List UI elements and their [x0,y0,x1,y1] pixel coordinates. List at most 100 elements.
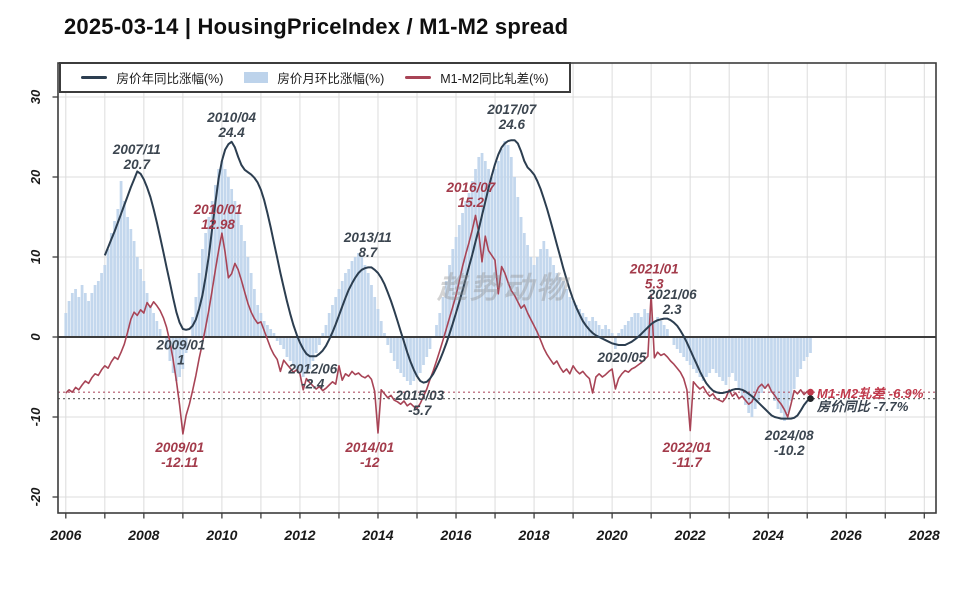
annotation: 2007/11 20.7 [112,142,161,172]
bar [620,329,624,337]
bar [106,249,110,337]
bar [487,169,490,337]
bar [292,337,295,365]
bar [714,337,718,373]
line-swatch-icon [405,76,432,79]
x-tick-label: 2012 [283,527,315,543]
legend-label: M1-M2同比轧差(%) [440,72,549,86]
y-tick-label: 30 [28,89,43,104]
bar [415,337,419,377]
bar [100,273,103,337]
bar [370,285,373,337]
bar [451,249,455,337]
bar [308,337,312,369]
bar [227,177,230,337]
bar [126,217,129,337]
bar [461,213,464,337]
legend-item-housing-mom: 房价月环比涨幅(%) [234,68,395,87]
x-tick-label: 2018 [517,527,549,543]
bar [493,169,497,337]
bar [83,293,87,337]
bar [640,317,643,337]
bar [142,281,146,337]
bar [116,209,120,337]
bar [425,337,429,357]
annotation: 2013/11 8.7 [343,230,392,260]
bar [809,337,812,353]
bar [327,313,331,337]
annotation: 2014/01 -12 [344,440,394,470]
bar [656,317,660,337]
bar [438,313,442,337]
bar [783,337,786,421]
bar [379,321,383,337]
annotation: 2010/01 12.98 [193,202,243,232]
legend-label: 房价月环比涨幅(%) [277,72,385,86]
bar [422,337,425,365]
bar [529,257,533,337]
bar [448,265,451,337]
bar [266,325,269,337]
bar [249,273,253,337]
bar [350,261,354,337]
annotation: 2021/06 2.3 [647,287,697,317]
bar [119,181,123,337]
bar [799,337,803,369]
bar [353,257,357,337]
axis-ticks: 2006 2008 2010 2012 2014 2016 2018 2020 2022 2024… [28,89,940,543]
bar [178,337,181,377]
bar [571,301,575,337]
bar [135,257,139,337]
bar [321,333,325,337]
bar [363,265,367,337]
bar [80,285,84,337]
bar [555,273,559,337]
bar [705,337,708,377]
bar [630,317,633,337]
bar [763,337,767,389]
bar [483,161,487,337]
bar [653,321,656,337]
bar [236,213,240,337]
bar [737,337,741,389]
bar [757,337,760,401]
annotations: 2007/11 20.7 2010/04 24.4 2010/01 12.98 2009/0… [112,102,814,470]
bar [435,325,438,337]
bar [314,337,318,353]
legend: 房价年同比涨幅(%) 房价月环比涨幅(%) M1-M2同比轧差(%) [59,62,571,93]
bar [373,297,377,337]
bar [731,337,734,373]
annotation: 2009/01 -12.11 [154,440,204,470]
x-tick-label: 2020 [596,527,628,543]
bar [568,297,572,337]
bar [805,337,809,357]
bar [718,337,721,377]
y-tick-label: 0 [28,333,43,341]
bar [454,237,458,337]
x-tick-label: 2014 [361,527,393,543]
bar [633,313,637,337]
bar [470,181,474,337]
bar [698,337,702,377]
bar [597,325,601,337]
bar [539,249,542,337]
bar [672,337,676,345]
bar [558,277,562,337]
bar [613,337,617,349]
bar [711,337,715,369]
bar [734,337,738,381]
bar [581,313,585,337]
bar [770,337,773,393]
bar [376,309,380,337]
bar [93,285,97,337]
bar [347,269,351,337]
watermark: 趋势动物 [436,272,571,305]
bar [526,245,529,337]
bar [503,141,507,337]
bar [90,293,94,337]
bar [659,321,663,337]
bar [158,329,162,337]
bar [366,273,370,337]
x-tick-label: 2006 [49,527,81,543]
